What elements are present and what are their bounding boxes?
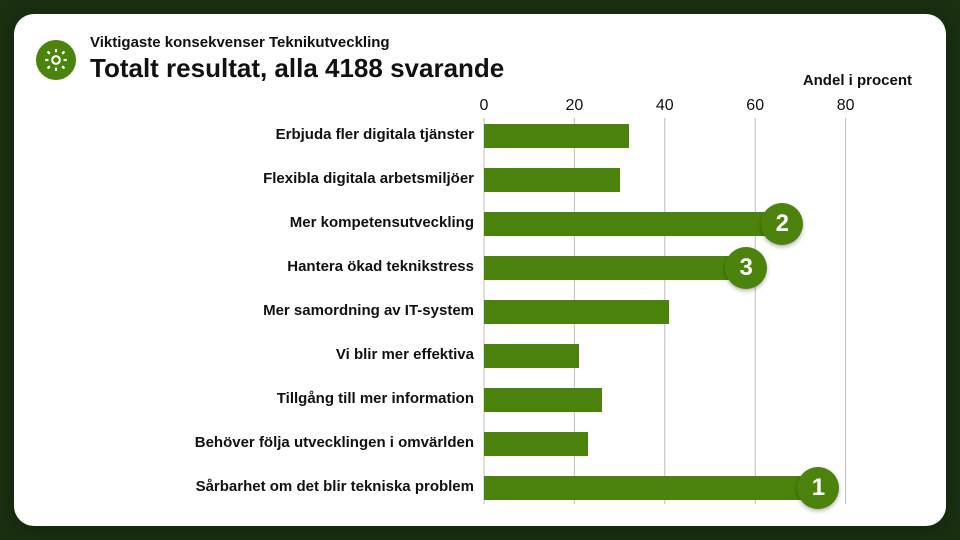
x-tick: 0: [480, 97, 489, 114]
title-block: Viktigaste konsekvenser Teknikutveckling…: [90, 34, 918, 84]
rank-badge: 2: [761, 203, 803, 245]
bar-label: Erbjuda fler digitala tjänster: [44, 127, 480, 144]
x-tick: 60: [746, 97, 764, 114]
x-tick: 80: [837, 97, 855, 114]
title: Totalt resultat, alla 4188 svarande: [90, 53, 918, 84]
header: Viktigaste konsekvenser Teknikutveckling…: [36, 34, 918, 84]
bar: [484, 476, 809, 500]
gear-icon: [36, 40, 76, 80]
bar: [484, 256, 737, 280]
bar-label: Sårbarhet om det blir tekniska problem: [44, 479, 480, 496]
rank-badge: 3: [725, 247, 767, 289]
bar: [484, 124, 629, 148]
bar-label: Hantera ökad teknikstress: [44, 259, 480, 276]
bar: [484, 168, 620, 192]
chart-card: Viktigaste konsekvenser Teknikutveckling…: [14, 14, 946, 526]
bar-label: Flexibla digitala arbetsmiljöer: [44, 171, 480, 188]
x-tick: 20: [566, 97, 584, 114]
bar: [484, 212, 773, 236]
axis-label: Andel i procent: [803, 72, 912, 89]
bar-label: Mer kompetensutveckling: [44, 215, 480, 232]
bar-label: Tillgång till mer information: [44, 391, 480, 408]
bar-label: Mer samordning av IT-system: [44, 303, 480, 320]
subtitle: Viktigaste konsekvenser Teknikutveckling: [90, 34, 918, 51]
bar: [484, 388, 602, 412]
bar: [484, 344, 579, 368]
bar: [484, 300, 669, 324]
bar-label: Behöver följa utvecklingen i omvärlden: [44, 435, 480, 452]
x-tick: 40: [656, 97, 674, 114]
bar-label: Vi blir mer effektiva: [44, 347, 480, 364]
chart-area: 020406080100Erbjuda fler digitala tjänst…: [44, 92, 916, 504]
bar: [484, 432, 588, 456]
